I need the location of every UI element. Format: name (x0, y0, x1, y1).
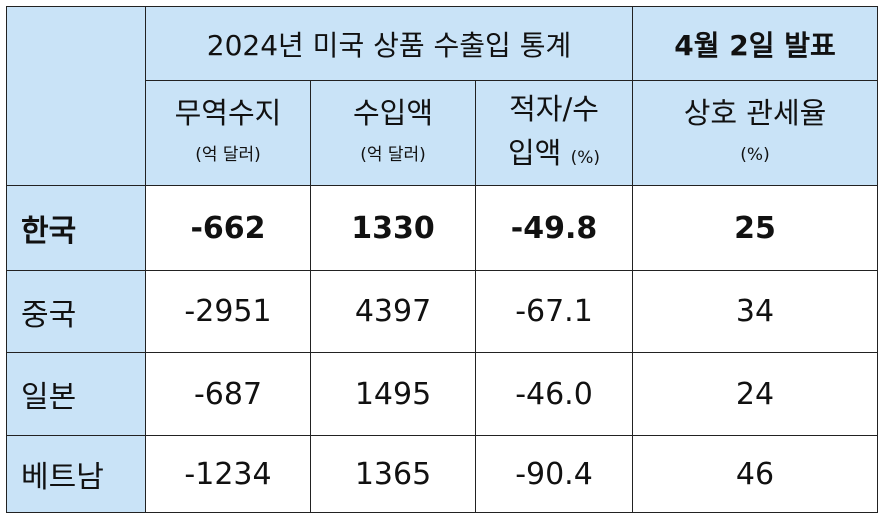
column-unit: (%) (740, 145, 770, 165)
header-row: 2024년 미국 상품 수출입 통계 4월 2일 발표 (6, 6, 878, 186)
title-cell: 2024년 미국 상품 수출입 통계 (145, 6, 633, 81)
data-row: 일본 -687 1495 -46.0 24 (6, 352, 878, 436)
country-cell: 중국 (6, 270, 146, 353)
value-cell: -687 (145, 352, 311, 436)
column-unit: (억 달러) (195, 145, 261, 165)
column-header: 수입액 (억 달러) (310, 80, 476, 186)
column-label2: 입액 (507, 135, 562, 170)
value-cell: 4397 (310, 270, 476, 353)
value-cell: 25 (632, 185, 878, 271)
value-cell: -67.1 (475, 270, 633, 353)
column-label-line2: 입액 (%) (476, 131, 632, 180)
data-row: 중국 -2951 4397 -67.1 34 (6, 270, 878, 353)
value-cell: -49.8 (475, 185, 633, 271)
country-cell: 일본 (6, 352, 146, 436)
data-row: 베트남 -1234 1365 -90.4 46 (6, 435, 878, 513)
value-cell: -662 (145, 185, 311, 271)
column-label: 적자/수 (509, 91, 599, 126)
value-cell: 1330 (310, 185, 476, 271)
column-header: 무역수지 (억 달러) (145, 80, 311, 186)
country-cell: 베트남 (6, 435, 146, 513)
value-cell: -46.0 (475, 352, 633, 436)
column-label: 수입액 (352, 96, 434, 130)
value-cell: 46 (632, 435, 878, 513)
data-row: 한국 -662 1330 -49.8 25 (6, 185, 878, 271)
trade-table: 2024년 미국 상품 수출입 통계 4월 2일 발표 무역수지 (억 달러) 수… (6, 6, 878, 513)
country-cell: 한국 (6, 185, 146, 271)
column-header: 상호 관세율 (%) (632, 80, 878, 186)
value-cell: 1495 (310, 352, 476, 436)
column-label: 상호 관세율 (683, 96, 827, 130)
value-cell: -1234 (145, 435, 311, 513)
value-cell: 34 (632, 270, 878, 353)
column-unit: (억 달러) (360, 145, 426, 165)
value-cell: 1365 (310, 435, 476, 513)
column-label: 무역수지 (174, 96, 282, 130)
value-cell: 24 (632, 352, 878, 436)
value-cell: -90.4 (475, 435, 633, 513)
announcement-cell: 4월 2일 발표 (632, 6, 878, 81)
column-unit: (%) (570, 147, 600, 168)
value-cell: -2951 (145, 270, 311, 353)
corner-cell (6, 6, 146, 186)
